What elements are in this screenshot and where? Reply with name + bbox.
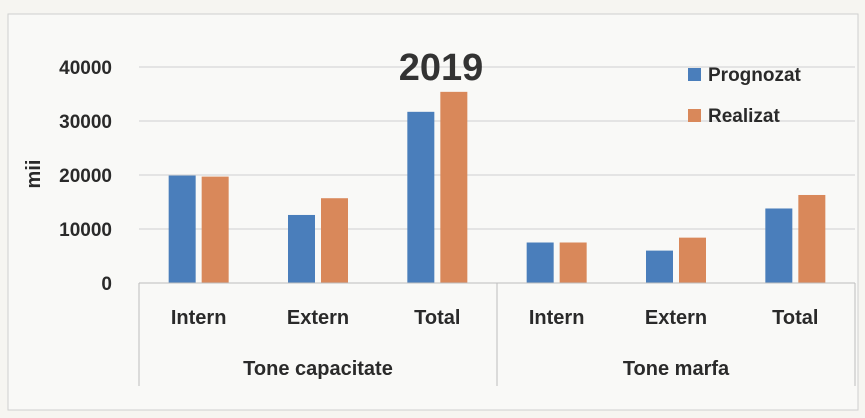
legend-swatch-realizat (688, 109, 701, 122)
x-tick-label: Extern (645, 307, 707, 329)
legend-label-realizat: Realizat (708, 106, 780, 127)
legend-label-prognozat: Prognozat (708, 65, 802, 86)
group-label: Tone capacitate (243, 358, 393, 380)
bar-prognozat (527, 243, 554, 284)
y-tick-label: 30000 (59, 112, 112, 133)
bar-realizat (679, 238, 706, 283)
bar-prognozat (169, 176, 196, 283)
x-tick-label: Intern (529, 307, 585, 329)
bar-prognozat (288, 215, 315, 283)
bar-realizat (440, 92, 467, 283)
bar-realizat (798, 195, 825, 283)
chart-title: 2019 (399, 47, 484, 89)
bar-prognozat (765, 208, 792, 283)
legend-swatch-prognozat (688, 68, 701, 81)
bar-prognozat (646, 251, 673, 283)
bar-realizat (321, 198, 348, 283)
bar-realizat (560, 243, 587, 284)
y-tick-label: 20000 (59, 166, 112, 187)
y-tick-label: 0 (101, 274, 112, 295)
x-tick-label: Total (772, 307, 818, 329)
x-tick-label: Extern (287, 307, 349, 329)
bar-realizat (202, 177, 229, 283)
y-tick-label: 10000 (59, 220, 112, 241)
x-tick-label: Intern (171, 307, 227, 329)
x-tick-label: Total (414, 307, 460, 329)
bar-prognozat (407, 112, 434, 283)
y-tick-label: 40000 (59, 58, 112, 79)
group-label: Tone marfa (623, 358, 730, 380)
y-axis-label: mii (23, 160, 45, 189)
